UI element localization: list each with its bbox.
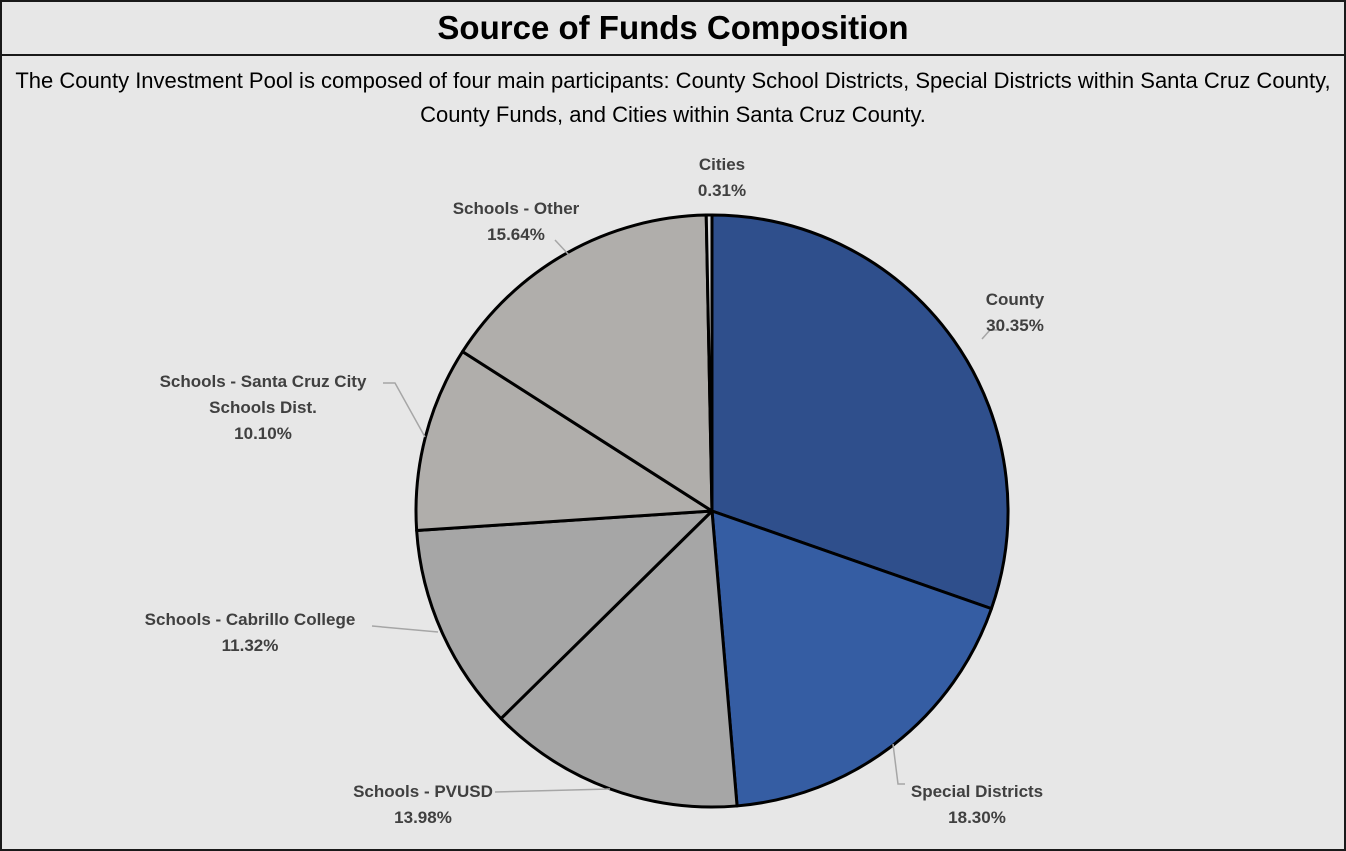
data-label-value: 13.98%	[394, 808, 452, 827]
data-label-name: Schools - PVUSD	[353, 782, 493, 801]
data-label-value: 10.10%	[234, 424, 292, 443]
pie-slice-schools-cabrillo-college	[415, 509, 714, 721]
leader-lines	[371, 239, 1000, 793]
leader-line	[383, 382, 426, 438]
data-label: County 30.35%	[986, 290, 1045, 335]
leader-line	[371, 625, 439, 633]
pie-slice-cities	[704, 213, 714, 513]
data-label: Special Districts 18.30%	[911, 782, 1043, 827]
data-labels: County 30.35% Special Districts 18.30% Schoo…	[145, 155, 1045, 827]
data-label-name: Schools - Santa Cruz City	[160, 372, 367, 391]
leader-line	[494, 788, 611, 793]
data-label-name: Special Districts	[911, 782, 1043, 801]
data-label-value: 15.64%	[487, 225, 545, 244]
data-label-name: Schools - Cabrillo College	[145, 610, 356, 629]
leader-line	[892, 743, 905, 785]
data-label-name: Schools Dist.	[209, 398, 317, 417]
pie-slice-schools-santa-cruz-city-schools-dist	[414, 350, 714, 533]
data-label-name: Cities	[699, 155, 745, 174]
leader-line	[554, 239, 570, 256]
data-label: Schools - Other 15.64%	[453, 199, 580, 244]
data-label-name: Schools - Other	[453, 199, 580, 218]
leader-line	[981, 329, 1000, 340]
chart-description: The County Investment Pool is composed o…	[15, 68, 1331, 127]
pie-slice-county	[710, 213, 1010, 611]
pie-slices	[414, 213, 1010, 809]
title-bar: Source of Funds Composition	[2, 2, 1344, 56]
data-label-value: 30.35%	[986, 316, 1044, 335]
data-label: Schools - PVUSD 13.98%	[353, 782, 493, 827]
data-label-value: 0.31%	[698, 181, 746, 200]
data-label-value: 11.32%	[222, 636, 279, 655]
data-label: Cities 0.31%	[698, 155, 746, 200]
chart-title: Source of Funds Composition	[437, 9, 909, 46]
data-label: Schools - Santa Cruz City Schools Dist. 10…	[160, 372, 367, 443]
data-label-value: 18.30%	[948, 808, 1006, 827]
data-label: Schools - Cabrillo College 11.32%	[145, 610, 356, 655]
data-label-name: County	[986, 290, 1045, 309]
